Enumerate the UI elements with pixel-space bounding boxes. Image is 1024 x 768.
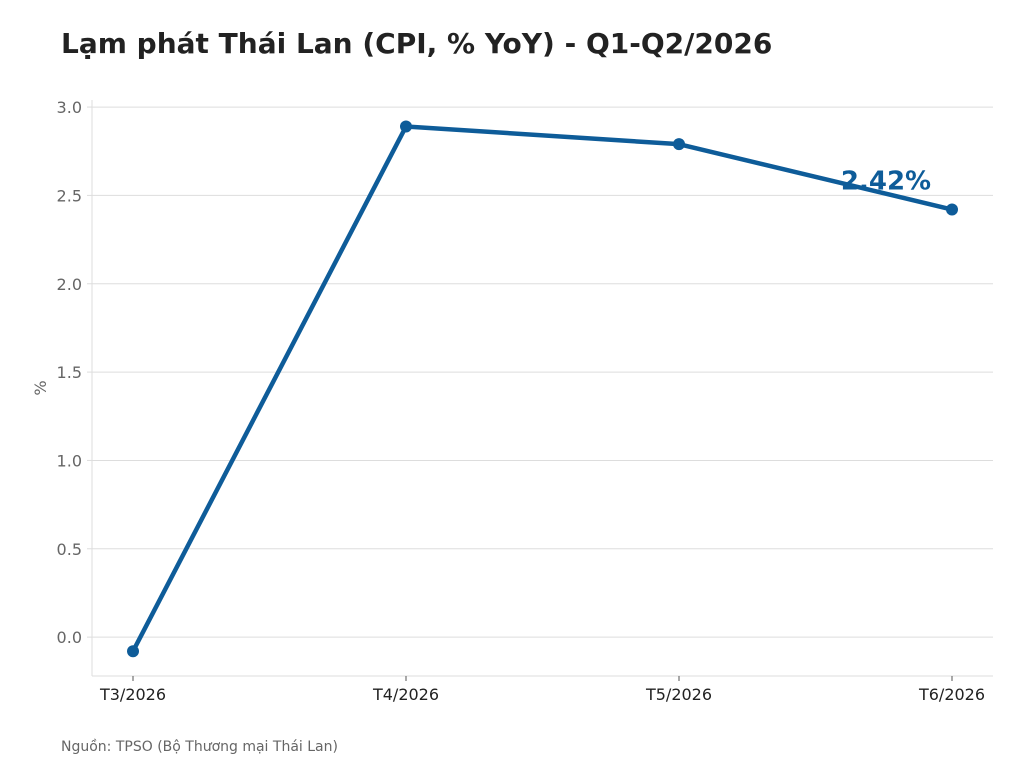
data-point <box>673 138 685 151</box>
source-note: Nguồn: TPSO (Bộ Thương mại Thái Lan) <box>61 739 338 755</box>
y-tick-label: 3.0 <box>57 98 82 117</box>
y-tick-label: 0.5 <box>57 540 82 559</box>
data-point <box>127 645 139 658</box>
chart-title: Lạm phát Thái Lan (CPI, % YoY) - Q1-Q2/2… <box>61 27 773 60</box>
y-tick-label: 2.0 <box>57 275 82 294</box>
y-tick-label: 1.0 <box>57 451 82 470</box>
data-point <box>946 203 958 216</box>
y-tick-label: 2.5 <box>57 186 82 205</box>
y-tick-labels: 0.0 0.5 1.0 1.5 2.0 2.5 3.0 <box>57 98 82 647</box>
x-tick-label: T4/2026 <box>372 685 439 704</box>
series-layer <box>127 120 958 658</box>
x-tick-labels: T3/2026 T4/2026 T5/2026 T6/2026 <box>99 685 985 704</box>
data-point <box>400 120 412 133</box>
y-tick-label: 1.5 <box>57 363 82 382</box>
annotation-label: 2.42% <box>841 167 931 197</box>
grid-lines <box>92 106 993 638</box>
x-tick-label: T5/2026 <box>645 685 712 704</box>
y-axis-label: % <box>31 380 50 395</box>
x-tick-label: T6/2026 <box>918 685 985 704</box>
y-tick-label: 0.0 <box>57 628 82 647</box>
axes <box>87 100 993 681</box>
x-tick-label: T3/2026 <box>99 685 166 704</box>
series-line <box>130 124 955 654</box>
